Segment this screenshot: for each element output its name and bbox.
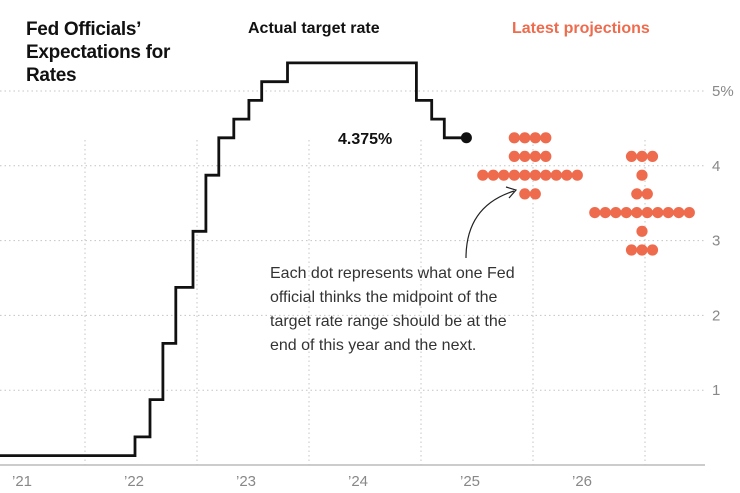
latest-rate-marker <box>460 132 472 144</box>
y-tick-label: 5% <box>712 83 734 100</box>
projection-dot <box>529 169 541 181</box>
chart-title: Fed Officials’ Expectations for Rates <box>26 19 171 86</box>
y-tick-label: 1 <box>712 382 720 399</box>
projection-dot <box>636 150 648 162</box>
y-tick-label: 3 <box>712 233 720 250</box>
projection-dot <box>610 207 622 219</box>
actual-rate-line <box>0 61 467 457</box>
projection-dot <box>529 132 541 144</box>
projections-header: Latest projections <box>512 20 650 37</box>
projection-dot <box>646 150 659 162</box>
projection-dot <box>641 207 653 219</box>
projection-dot <box>508 169 520 181</box>
projection-dot <box>599 207 611 219</box>
annotation-arrow <box>465 190 515 259</box>
projection-dot <box>625 150 638 162</box>
projection-dot <box>636 225 648 237</box>
projection-dot <box>673 207 685 219</box>
projection-dot <box>636 244 648 256</box>
projection-dot <box>529 150 541 162</box>
projection-dots <box>477 132 695 256</box>
latest-rate-label: 4.375% <box>338 131 392 148</box>
y-tick-label: 4 <box>712 158 720 175</box>
x-tick-label: ’21 <box>12 473 32 490</box>
x-tick-label: ’24 <box>348 473 368 490</box>
projection-dot <box>631 207 643 219</box>
annotation-arrowhead <box>505 186 518 199</box>
projection-dot <box>625 244 638 256</box>
projection-dot <box>498 169 510 181</box>
y-axis-ticks: 5% 4 3 2 1 <box>712 83 734 399</box>
projection-dot <box>519 150 531 162</box>
projection-dot <box>636 169 648 181</box>
gridlines <box>0 90 705 466</box>
projection-dot <box>561 169 573 181</box>
actual-rate-header: Actual target rate <box>248 20 380 37</box>
projection-dot <box>487 169 499 181</box>
x-tick-label: ’22 <box>124 473 144 490</box>
projection-dot <box>683 207 695 219</box>
x-axis-ticks: ’21 ’22 ’23 ’24 ’25 ’26 <box>12 473 592 490</box>
projection-dot <box>519 132 531 144</box>
dot-annotation: Each dot represents what one Fed officia… <box>270 265 515 354</box>
projection-dot <box>519 169 531 181</box>
projection-dot <box>646 244 659 256</box>
projection-dot <box>589 207 601 219</box>
projection-dot <box>508 132 520 144</box>
projection-dot <box>652 207 664 219</box>
y-tick-label: 2 <box>712 307 720 324</box>
x-tick-label: ’26 <box>572 473 592 490</box>
actual-rate-series: 4.375% <box>0 61 472 457</box>
x-tick-label: ’25 <box>460 473 480 490</box>
projection-dot <box>540 150 552 162</box>
projection-dot <box>620 207 632 219</box>
projection-dot <box>529 188 541 200</box>
projection-dot <box>477 169 489 181</box>
projection-dot <box>631 188 643 200</box>
projection-dot <box>540 132 552 144</box>
projection-dot <box>641 188 653 200</box>
x-tick-label: ’23 <box>236 473 256 490</box>
projection-dot <box>550 169 562 181</box>
projection-dot <box>662 207 674 219</box>
projection-dot <box>508 150 520 162</box>
projection-dot <box>571 169 583 181</box>
projection-dot <box>540 169 552 181</box>
projection-dot <box>519 188 531 200</box>
